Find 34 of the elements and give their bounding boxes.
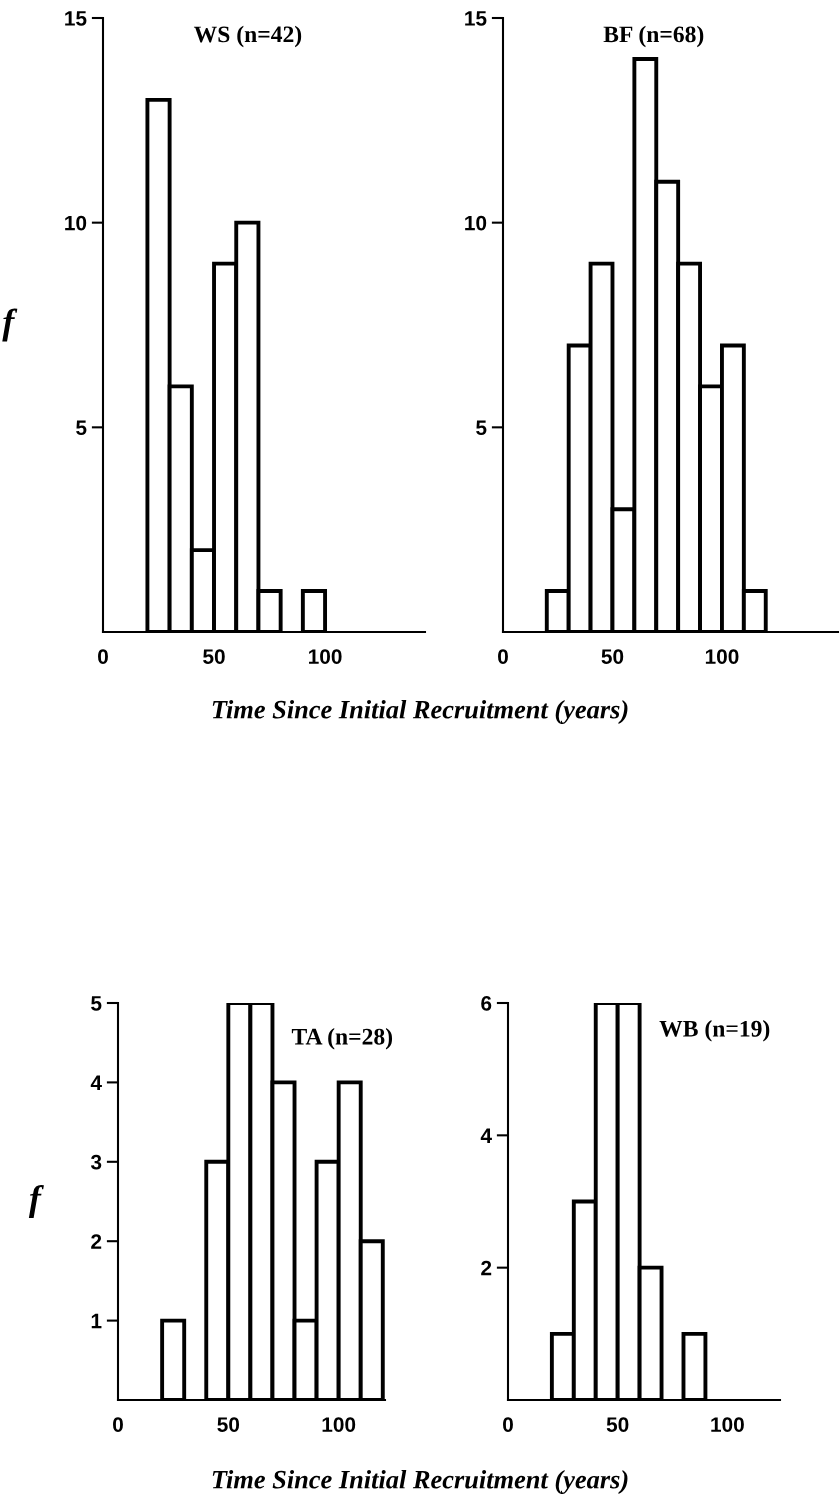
x-tick-label: 50 (203, 649, 225, 664)
x-tick-label: 50 (217, 1417, 240, 1432)
y-tick-label: 10 (65, 215, 87, 231)
x-tick-label: 100 (711, 1417, 744, 1432)
y-tick-label: 5 (476, 420, 487, 436)
x-tick-label: 50 (606, 1417, 629, 1432)
y-axis-title: f (28, 1184, 44, 1219)
y-tick-label: 6 (481, 996, 492, 1011)
x-tick-label: 100 (322, 1417, 356, 1432)
y-tick-label: 5 (91, 996, 102, 1011)
y-axis-title: f (2, 308, 18, 342)
y-tick-label: 2 (481, 1260, 492, 1276)
y-tick-label: 2 (91, 1234, 102, 1249)
y-tick-label: 10 (465, 215, 487, 231)
y-tick-label: 4 (90, 1075, 102, 1090)
y-tick-label: 1 (91, 1313, 102, 1329)
chart-title: BF (n=68) (603, 25, 704, 48)
x-axis-title: Time Since Initial Recruitment (years) (212, 1470, 628, 1494)
x-tick-label: 0 (98, 649, 108, 664)
x-tick-label: 0 (113, 1417, 123, 1432)
y-tick-label: 15 (465, 11, 487, 26)
x-tick-label: 100 (705, 649, 739, 664)
chart-title: WS (n=42) (193, 25, 302, 48)
y-tick-label: 3 (90, 1154, 102, 1170)
x-tick-label: 100 (309, 649, 342, 664)
text: TA (n=28) (291, 1028, 393, 1050)
x-tick-label: 0 (503, 1417, 513, 1432)
x-axis-title: Time Since Initial Recruitment (years) (212, 700, 628, 724)
text: WB (n=19) (659, 1020, 770, 1042)
y-tick-label: 4 (480, 1128, 492, 1143)
y-tick-label: 5 (76, 420, 87, 436)
y-tick-label: 15 (65, 11, 87, 26)
x-tick-label: 0 (498, 649, 508, 664)
x-tick-label: 50 (601, 649, 624, 664)
